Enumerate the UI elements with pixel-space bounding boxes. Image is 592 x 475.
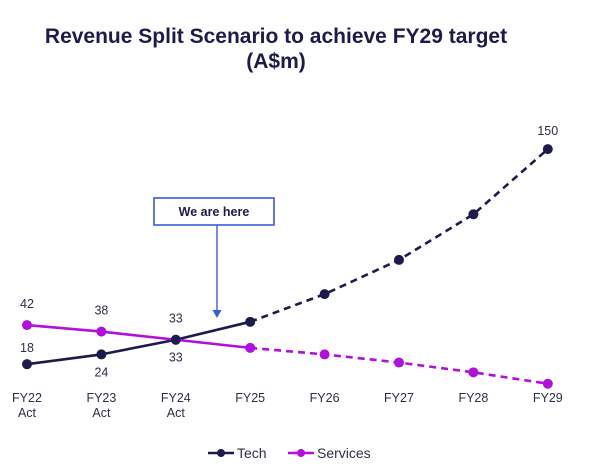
data-label-tech-7: 150	[537, 124, 558, 138]
data-label-tech-1: 24	[94, 365, 108, 379]
data-label-tech-2: 33	[169, 351, 183, 365]
point-tech-0	[22, 359, 32, 370]
x-tick-label-6: FY28	[458, 391, 488, 405]
data-label-tech-0: 18	[20, 341, 34, 355]
x-tick-label-2: FY24 Act	[161, 391, 191, 420]
series-line-actual-services	[26, 323, 251, 350]
x-tick-label-4: FY26	[310, 391, 340, 405]
point-services-4	[319, 349, 330, 360]
x-tick-label-1: FY23 Act	[86, 391, 116, 420]
data-label-services-2: 33	[169, 312, 183, 326]
chart-title: Revenue Split Scenario to achieve FY29 t…	[0, 24, 552, 74]
legend-marker-tech	[217, 449, 225, 457]
point-tech-6	[468, 209, 479, 220]
chart-title-line-2: (A$m)	[246, 50, 306, 73]
legend-marker-services	[297, 449, 305, 457]
data-label-services-1: 38	[94, 304, 108, 318]
point-tech-7	[542, 144, 553, 155]
chart-title-line-1: Revenue Split Scenario to achieve FY29 t…	[44, 25, 508, 48]
x-tick-label-0: FY22 Act	[12, 391, 42, 420]
annotation-arrow-head	[212, 310, 222, 318]
point-services-1	[96, 326, 107, 337]
x-tick-label-3: FY25	[235, 391, 265, 405]
series-line-projected-tech	[249, 148, 549, 324]
x-tick-label-5: FY27	[384, 391, 414, 405]
annotation-box	[153, 197, 275, 226]
x-tick-label-7: FY29	[533, 391, 563, 405]
point-tech-3	[245, 316, 256, 327]
point-services-6	[468, 367, 479, 378]
series-line-actual-tech	[26, 320, 251, 366]
point-services-5	[394, 357, 404, 368]
legend-label-tech: Tech	[237, 445, 267, 461]
point-services-3	[245, 342, 256, 353]
point-tech-1	[96, 349, 107, 360]
point-tech-2	[170, 334, 181, 345]
point-services-7	[542, 378, 553, 389]
point-tech-5	[394, 254, 404, 265]
annotation-text: We are here	[179, 205, 250, 219]
point-tech-4	[319, 289, 330, 300]
point-services-0	[22, 320, 32, 331]
data-label-services-0: 42	[20, 297, 34, 311]
legend-label-services: Services	[317, 445, 371, 461]
